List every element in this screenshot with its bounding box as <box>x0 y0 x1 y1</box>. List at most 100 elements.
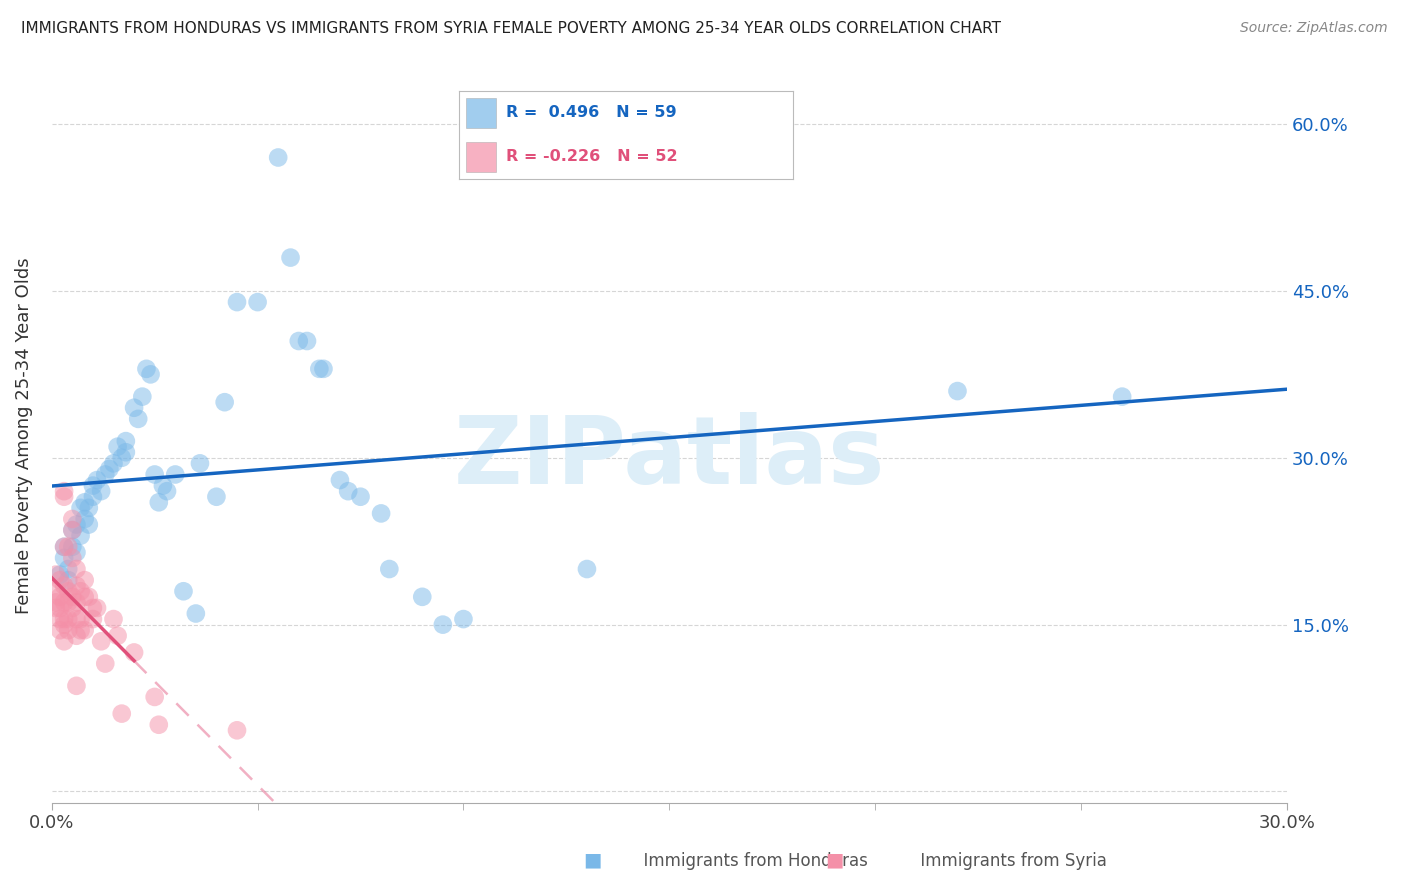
Text: Immigrants from Honduras          Immigrants from Syria: Immigrants from Honduras Immigrants from… <box>591 852 1107 870</box>
Point <box>60 590 83 604</box>
Point <box>60 523 83 537</box>
Text: ■: ■ <box>583 851 602 870</box>
Y-axis label: Female Poverty Among 25-34 Year Olds: Female Poverty Among 25-34 Year Olds <box>15 257 32 614</box>
Point <box>86 601 108 615</box>
Point <box>308 361 330 376</box>
Point <box>53 550 76 565</box>
Text: ZIPatlas: ZIPatlas <box>454 411 884 504</box>
Point <box>69 624 91 638</box>
Point <box>53 634 76 648</box>
Point <box>65 612 87 626</box>
Point <box>65 517 87 532</box>
Point <box>53 612 76 626</box>
Point <box>337 484 360 499</box>
Point <box>58 624 80 638</box>
Point <box>65 579 87 593</box>
Text: ■: ■ <box>825 851 844 870</box>
Point <box>53 579 76 593</box>
Point <box>115 434 138 449</box>
Point <box>53 540 76 554</box>
Point <box>45 584 67 599</box>
Point <box>58 584 80 599</box>
Point <box>65 679 87 693</box>
Point <box>49 590 72 604</box>
Point <box>453 612 475 626</box>
Point <box>98 462 121 476</box>
Point <box>287 334 309 348</box>
Point <box>411 590 433 604</box>
Point <box>107 440 129 454</box>
Point <box>77 517 100 532</box>
Point <box>152 478 174 492</box>
Point <box>82 612 104 626</box>
Point <box>1111 390 1133 404</box>
Point <box>49 567 72 582</box>
Point <box>90 484 112 499</box>
Point <box>82 601 104 615</box>
Point <box>58 562 80 576</box>
Point <box>946 384 969 398</box>
Point <box>73 495 96 509</box>
Point <box>58 595 80 609</box>
Point <box>329 473 352 487</box>
Point <box>115 445 138 459</box>
Point <box>77 500 100 515</box>
Point <box>94 467 117 482</box>
Point <box>432 617 454 632</box>
Point <box>86 473 108 487</box>
Point <box>53 540 76 554</box>
Point <box>58 612 80 626</box>
Point <box>69 612 91 626</box>
Point <box>127 412 149 426</box>
Point <box>69 500 91 515</box>
Point <box>45 601 67 615</box>
Point <box>103 456 125 470</box>
Point <box>173 584 195 599</box>
Point <box>45 567 67 582</box>
Point <box>295 334 318 348</box>
Point <box>226 723 249 738</box>
Point <box>73 590 96 604</box>
Point <box>49 601 72 615</box>
Text: Source: ZipAtlas.com: Source: ZipAtlas.com <box>1240 21 1388 35</box>
Point <box>156 484 179 499</box>
Point <box>280 251 302 265</box>
Point <box>65 595 87 609</box>
Point <box>148 717 170 731</box>
Point <box>73 573 96 587</box>
Point <box>49 573 72 587</box>
Point <box>60 540 83 554</box>
Point <box>205 490 228 504</box>
Point <box>53 617 76 632</box>
Point <box>184 607 207 621</box>
Text: IMMIGRANTS FROM HONDURAS VS IMMIGRANTS FROM SYRIA FEMALE POVERTY AMONG 25-34 YEA: IMMIGRANTS FROM HONDURAS VS IMMIGRANTS F… <box>21 21 1001 36</box>
Point <box>131 390 153 404</box>
Point <box>49 612 72 626</box>
Point <box>370 507 392 521</box>
Point <box>226 295 249 310</box>
Point <box>122 645 145 659</box>
Point <box>107 629 129 643</box>
Point <box>77 590 100 604</box>
Point <box>214 395 236 409</box>
Point <box>165 467 187 482</box>
Point <box>378 562 401 576</box>
Point <box>135 361 157 376</box>
Point <box>90 634 112 648</box>
Point <box>65 562 87 576</box>
Point <box>575 562 598 576</box>
Point <box>53 595 76 609</box>
Point <box>312 361 335 376</box>
Point <box>60 512 83 526</box>
Point <box>60 523 83 537</box>
Point <box>246 295 269 310</box>
Point <box>69 529 91 543</box>
Point <box>73 624 96 638</box>
Point <box>53 484 76 499</box>
Point <box>65 545 87 559</box>
Point <box>143 467 166 482</box>
Point <box>267 151 290 165</box>
Point <box>139 368 162 382</box>
Point <box>49 624 72 638</box>
Point <box>60 601 83 615</box>
